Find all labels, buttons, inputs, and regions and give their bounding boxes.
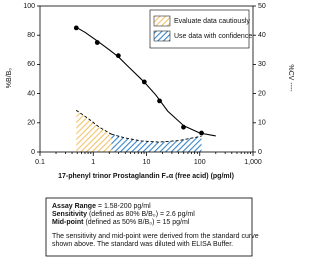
y-tick-label: 100 xyxy=(23,3,35,10)
y-tick-label: 20 xyxy=(27,120,35,127)
info-value: (defined as 50% B/B₀) = 15 pg/ml xyxy=(85,219,189,226)
x-tick-label: 1,000 xyxy=(244,159,262,166)
x-tick-label: 100 xyxy=(194,159,206,166)
data-point xyxy=(115,53,121,59)
legend-label: Evaluate data cautiously xyxy=(174,18,250,25)
y-tick-label: 80 xyxy=(27,32,35,39)
info-note: The sensitivity and mid-point were deriv… xyxy=(52,233,259,240)
y-tick-label: 40 xyxy=(27,90,35,97)
cv-line xyxy=(111,133,202,143)
info-line: Assay Range = 1.58-200 pg/ml xyxy=(52,203,151,210)
info-line: Mid-point (defined as 50% B/B₀) = 15 pg/… xyxy=(52,219,190,226)
legend-swatch xyxy=(153,15,171,27)
legend-swatch xyxy=(153,30,171,42)
fit-curve xyxy=(74,25,216,137)
x-tick-label: 1 xyxy=(91,159,95,166)
x-tick-label: 0.1 xyxy=(35,159,45,166)
y2-tick-label: 0 xyxy=(258,149,262,156)
cv-area xyxy=(76,110,112,152)
y2-tick-label: 30 xyxy=(258,61,266,68)
y2-tick-label: 10 xyxy=(258,120,266,127)
cv-area xyxy=(111,134,202,152)
y-tick-label: 0 xyxy=(31,149,35,156)
y-tick-label: 60 xyxy=(27,61,35,68)
y2-tick-label: 50 xyxy=(258,3,266,10)
info-value: (defined as 80% B/B₀) = 2.6 pg/ml xyxy=(89,211,195,218)
info-label: Mid-point xyxy=(52,219,84,226)
figure: %B/B₀ %CV ---- 17-phenyl trinor Prostagl… xyxy=(6,3,294,257)
x-axis-label: 17-phenyl trinor Prostaglandin F₂α (free… xyxy=(58,173,234,180)
info-label: Sensitivity xyxy=(52,211,87,218)
legend-label: Use data with confidence xyxy=(174,33,252,40)
info-line: Sensitivity (defined as 80% B/B₀) = 2.6 … xyxy=(52,211,195,218)
legend-box xyxy=(149,9,250,49)
info-value: = 1.58-200 pg/ml xyxy=(98,203,151,210)
x-tick-label: 10 xyxy=(143,159,151,166)
y2-axis-label: %CV ---- xyxy=(287,64,294,92)
info-label: Assay Range xyxy=(52,203,96,210)
y2-tick-label: 40 xyxy=(258,32,266,39)
info-text: Assay Range = 1.58-200 pg/mlSensitivity … xyxy=(52,203,259,248)
cv-line xyxy=(76,109,112,135)
info-note: shown above. The standard was diluted wi… xyxy=(52,241,233,248)
y2-tick-label: 20 xyxy=(258,90,266,97)
info-box xyxy=(45,197,253,257)
y-axis-label: %B/B₀ xyxy=(6,68,13,89)
